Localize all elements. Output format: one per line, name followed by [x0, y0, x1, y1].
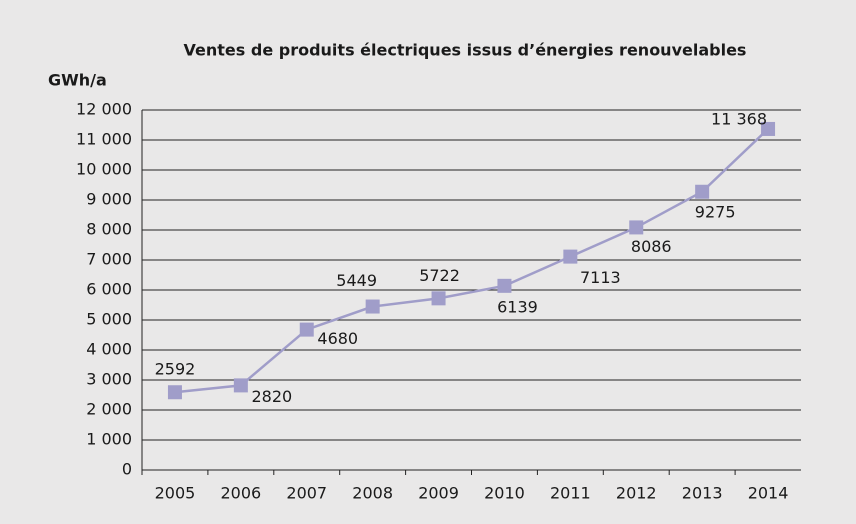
data-label: 8086 [631, 237, 672, 256]
y-tick-label: 7 000 [86, 250, 132, 269]
data-label: 4680 [317, 329, 358, 348]
y-tick-label: 4 000 [86, 340, 132, 359]
y-tick-label: 1 000 [86, 430, 132, 449]
y-tick-label: 11 000 [76, 130, 132, 149]
y-tick-label: 3 000 [86, 370, 132, 389]
point-marker [167, 385, 182, 400]
y-axis-label: GWh/a [48, 71, 107, 90]
x-tick-label: 2007 [286, 484, 327, 503]
x-tick-label: 2009 [418, 484, 459, 503]
point-marker [365, 299, 380, 314]
data-label: 5722 [419, 266, 460, 285]
point-marker [431, 291, 446, 306]
data-label: 7113 [580, 268, 621, 287]
y-tick-label: 0 [122, 460, 132, 479]
x-tick-label: 2010 [484, 484, 525, 503]
point-marker [299, 322, 314, 337]
x-tick-label: 2013 [682, 484, 723, 503]
point-marker [563, 249, 578, 264]
point-marker [695, 184, 710, 199]
y-tick-label: 6 000 [86, 280, 132, 299]
chart-title: Ventes de produits électriques issus d’é… [184, 41, 747, 60]
data-label: 6139 [497, 297, 538, 316]
point-marker [629, 220, 644, 235]
data-label: 11 368 [711, 109, 767, 128]
y-tick-label: 9 000 [86, 190, 132, 209]
series-line [174, 128, 769, 394]
x-tick-label: 2011 [550, 484, 591, 503]
data-label: 9275 [695, 202, 736, 221]
data-label: 2820 [251, 387, 292, 406]
y-tick-label: 2 000 [86, 400, 132, 419]
data-label: 2592 [155, 360, 196, 379]
x-tick-label: 2012 [616, 484, 657, 503]
y-tick-label: 10 000 [76, 160, 132, 179]
point-marker [497, 278, 512, 293]
y-tick-label: 5 000 [86, 310, 132, 329]
x-tick-label: 2014 [748, 484, 789, 503]
y-tick-label: 8 000 [86, 220, 132, 239]
x-tick-label: 2005 [155, 484, 196, 503]
point-marker [233, 378, 248, 393]
data-label: 5449 [336, 271, 377, 290]
x-tick-label: 2008 [352, 484, 393, 503]
x-tick-label: 2006 [220, 484, 261, 503]
point-marker [761, 121, 776, 136]
y-tick-label: 12 000 [76, 100, 132, 119]
